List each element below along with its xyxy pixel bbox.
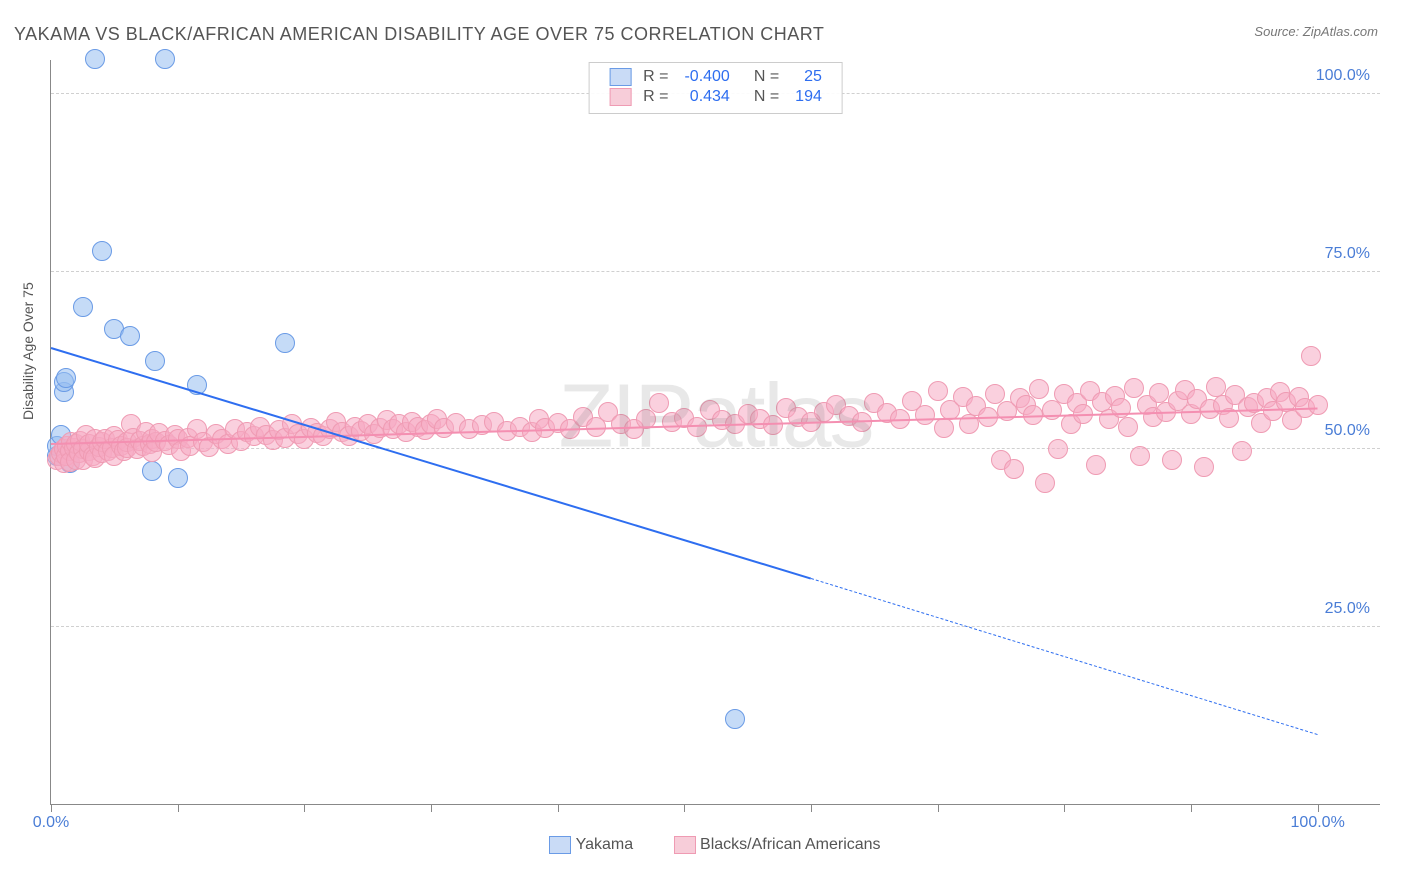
point-black — [1004, 459, 1024, 479]
point-black — [1048, 439, 1068, 459]
point-yakama — [142, 461, 162, 481]
r-value-yakama: -0.400 — [674, 67, 735, 87]
swatch-yakama — [609, 68, 631, 86]
y-axis-label: Disability Age Over 75 — [20, 282, 36, 420]
point-black — [1029, 379, 1049, 399]
point-black — [1308, 395, 1328, 415]
x-tick — [684, 804, 685, 812]
x-tick — [178, 804, 179, 812]
point-black — [915, 405, 935, 425]
bottom-legend: Yakama Blacks/African Americans — [50, 836, 1380, 854]
x-tick — [304, 804, 305, 812]
r-value-black: 0.434 — [674, 87, 735, 107]
stats-row-yakama: R = -0.400 N = 25 — [603, 67, 828, 87]
y-tick-label: 50.0% — [1325, 422, 1370, 440]
x-tick — [558, 804, 559, 812]
y-tick-label: 25.0% — [1325, 600, 1370, 618]
point-yakama — [168, 468, 188, 488]
point-yakama — [73, 297, 93, 317]
point-yakama — [145, 351, 165, 371]
legend-item-black: Blacks/African Americans — [674, 836, 881, 854]
r-label: R = — [637, 67, 674, 87]
trendline-yakama-extrapolated — [811, 578, 1318, 735]
point-black — [1086, 455, 1106, 475]
stats-row-black: R = 0.434 N = 194 — [603, 87, 828, 107]
n-value-yakama: 25 — [785, 67, 828, 87]
gridline-h — [51, 448, 1380, 449]
point-black — [1035, 473, 1055, 493]
trendline-yakama — [51, 347, 812, 580]
point-black — [1124, 378, 1144, 398]
point-black — [1206, 377, 1226, 397]
source-name: ZipAtlas.com — [1303, 24, 1378, 39]
point-black — [1232, 441, 1252, 461]
point-black — [928, 381, 948, 401]
x-tick — [1191, 804, 1192, 812]
point-black — [985, 384, 1005, 404]
chart-title: YAKAMA VS BLACK/AFRICAN AMERICAN DISABIL… — [14, 24, 824, 45]
r-label: R = — [637, 87, 674, 107]
gridline-h — [51, 626, 1380, 627]
x-tick-label: 100.0% — [1291, 814, 1345, 832]
source-label: Source: ZipAtlas.com — [1254, 24, 1378, 39]
x-tick — [431, 804, 432, 812]
point-black — [1130, 446, 1150, 466]
point-black — [1162, 450, 1182, 470]
point-yakama — [56, 368, 76, 388]
legend-label-black: Blacks/African Americans — [700, 836, 881, 853]
point-black — [934, 418, 954, 438]
x-tick — [811, 804, 812, 812]
point-black — [1301, 346, 1321, 366]
point-black — [1194, 457, 1214, 477]
legend-item-yakama: Yakama — [549, 836, 633, 854]
x-tick-label: 0.0% — [33, 814, 69, 832]
point-black — [649, 393, 669, 413]
stats-legend: R = -0.400 N = 25 R = 0.434 N = 194 — [588, 62, 843, 114]
n-value-black: 194 — [785, 87, 828, 107]
n-label: N = — [736, 67, 785, 87]
y-tick-label: 100.0% — [1316, 67, 1370, 85]
source-prefix: Source: — [1254, 24, 1299, 39]
legend-label-yakama: Yakama — [576, 836, 634, 853]
point-yakama — [275, 333, 295, 353]
x-tick — [1318, 804, 1319, 812]
point-yakama — [92, 241, 112, 261]
gridline-h — [51, 271, 1380, 272]
swatch-yakama — [549, 836, 571, 854]
point-yakama — [85, 49, 105, 69]
plot-area: R = -0.400 N = 25 R = 0.434 N = 194 ZIPa… — [50, 60, 1380, 805]
point-black — [1149, 383, 1169, 403]
point-black — [763, 415, 783, 435]
point-yakama — [120, 326, 140, 346]
swatch-black — [609, 88, 631, 106]
y-tick-label: 75.0% — [1325, 245, 1370, 263]
x-tick — [1064, 804, 1065, 812]
n-label: N = — [736, 87, 785, 107]
swatch-black — [674, 836, 696, 854]
point-yakama — [725, 709, 745, 729]
point-yakama — [155, 49, 175, 69]
x-tick — [51, 804, 52, 812]
x-tick — [938, 804, 939, 812]
point-black — [1118, 417, 1138, 437]
